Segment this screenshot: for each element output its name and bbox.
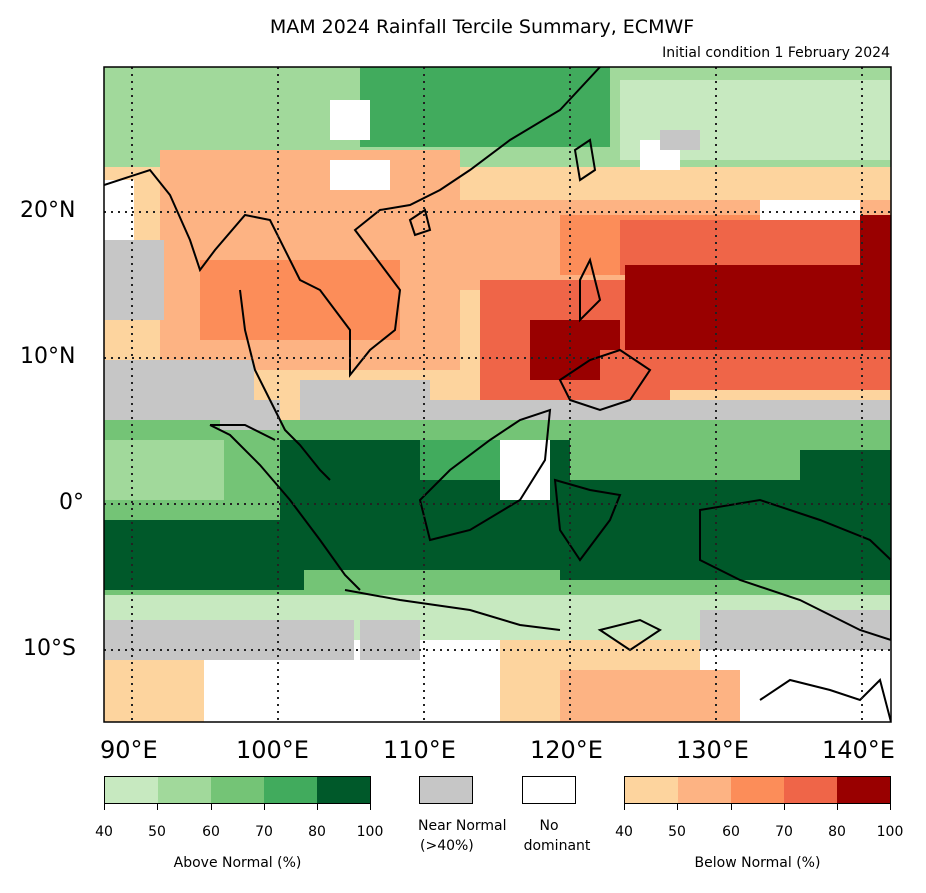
lat-label-20n: 20°N [20, 198, 76, 223]
borneo-coast [418, 408, 552, 542]
above-normal-swatch-3 [211, 777, 264, 803]
map-title: MAM 2024 Rainfall Tercile Summary, ECMWF [269, 16, 695, 38]
above-tick-80: 80 [308, 824, 326, 840]
below-normal-swatch-3 [731, 777, 784, 803]
above-tick-70: 70 [255, 824, 273, 840]
above-normal-swatch-5 [317, 777, 370, 803]
lon-label-90e: 90°E [100, 736, 158, 764]
above-tick-100: 100 [356, 824, 384, 840]
no-dominant-label-line2: dominant [523, 838, 591, 854]
above-tick-60: 60 [202, 824, 220, 840]
above-normal-swatch-2 [158, 777, 211, 803]
map-frame [103, 66, 892, 723]
below-normal-label: Below Normal (%) [694, 855, 821, 871]
below-tick-60: 60 [722, 824, 740, 840]
no-dominant-label-line1: No [539, 818, 559, 834]
lat-label-0: 0° [59, 490, 84, 515]
gridlines [104, 67, 891, 722]
below-tick-70: 70 [775, 824, 793, 840]
hainan-coast [408, 208, 432, 237]
near-normal-swatch [419, 776, 473, 804]
no-dominant-swatch [522, 776, 576, 804]
above-normal-swatch-4 [264, 777, 317, 803]
lon-label-140e: 140°E [822, 736, 895, 764]
lon-label-110e: 110°E [383, 736, 456, 764]
sulawesi-coast [553, 478, 622, 562]
below-tick-40: 40 [615, 824, 633, 840]
above-normal-colorbar [104, 776, 371, 804]
near-normal-label-line1: Near Normal [418, 818, 507, 834]
below-tick-80: 80 [828, 824, 846, 840]
new-guinea-coast [699, 498, 891, 642]
lon-label-120e: 120°E [530, 736, 603, 764]
above-normal-label: Above Normal (%) [173, 855, 302, 871]
strong-below-normal-region [625, 265, 891, 350]
lat-label-10n: 10°N [20, 344, 76, 369]
lon-label-100e: 100°E [236, 736, 309, 764]
above-normal-swatch-1 [105, 777, 158, 803]
above-tick-50: 50 [148, 824, 166, 840]
below-tick-100: 100 [876, 824, 904, 840]
taiwan-coast [573, 138, 597, 182]
below-tick-50: 50 [668, 824, 686, 840]
initial-condition-subtitle: Initial condition 1 February 2024 [662, 45, 890, 61]
below-normal-swatch-5 [837, 777, 890, 803]
near-normal-label-line2: (>40%) [420, 838, 474, 854]
strong-above-normal-region [104, 520, 304, 590]
below-normal-swatch-1 [625, 777, 678, 803]
lat-label-10s: 10°S [23, 636, 76, 661]
below-normal-swatch-2 [678, 777, 731, 803]
map-body [104, 67, 891, 722]
coastlines [104, 67, 891, 722]
below-normal-swatch-4 [784, 777, 837, 803]
below-normal-colorbar [624, 776, 891, 804]
above-tick-40: 40 [95, 824, 113, 840]
lon-label-130e: 130°E [676, 736, 749, 764]
